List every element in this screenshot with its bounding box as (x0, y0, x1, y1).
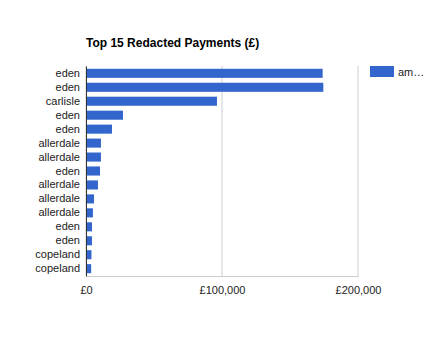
y-tick-label: eden (56, 109, 80, 121)
y-tick: eden (56, 220, 86, 232)
y-tick: allerdale (38, 137, 86, 149)
y-tick-label: allerdale (38, 137, 80, 149)
x-axis: £0 £100,000 £200,000 (80, 276, 381, 296)
y-axis: edenedencarlisleedenedenallerdaleallerda… (35, 67, 86, 277)
x-tick-label: £0 (80, 284, 92, 296)
y-tick-label: eden (56, 123, 80, 135)
y-tick-label: allerdale (38, 151, 80, 163)
grid-line (86, 66, 87, 276)
legend-label: am… (398, 66, 424, 78)
x-tick: £200,000 (336, 276, 382, 296)
y-tick: carlisle (46, 95, 86, 107)
y-tick: allerdale (38, 151, 86, 163)
y-tick: eden (56, 123, 86, 135)
x-tick: £0 (80, 276, 92, 296)
bar (86, 194, 94, 203)
title: Top 15 Redacted Payments (£) (86, 36, 259, 50)
bars (86, 69, 323, 273)
bar (86, 111, 123, 120)
x-tick-label: £200,000 (336, 284, 382, 296)
y-tick: eden (56, 165, 86, 177)
y-tick: copeland (35, 262, 86, 274)
y-tick: eden (56, 67, 86, 79)
y-tick-label: copeland (35, 248, 80, 260)
bar (86, 139, 101, 148)
grid-line (222, 66, 223, 276)
bar (86, 166, 100, 175)
y-tick: allerdale (38, 206, 86, 218)
y-tick: allerdale (38, 178, 86, 190)
y-tick: copeland (35, 248, 86, 260)
bar (86, 69, 323, 78)
bar (86, 83, 323, 92)
y-tick-label: eden (56, 67, 80, 79)
y-tick: eden (56, 109, 86, 121)
y-axis-line (86, 67, 87, 277)
bar (86, 208, 93, 217)
bar (86, 153, 101, 162)
y-tick-label: eden (56, 165, 80, 177)
y-tick-label: allerdale (38, 206, 80, 218)
y-tick-label: eden (56, 220, 80, 232)
x-axis-line (87, 276, 359, 277)
bar (86, 125, 112, 134)
chart: Top 15 Redacted Payments (£) £0 £100,000 £2… (0, 0, 442, 342)
bar (86, 97, 217, 106)
y-tick-label: eden (56, 234, 80, 246)
grid-line (358, 66, 359, 276)
y-tick-label: allerdale (38, 192, 80, 204)
x-tick: £100,000 (200, 276, 246, 296)
plot: £0 £100,000 £200,000 eden eden carlisle eden ed… (35, 66, 381, 296)
y-tick: eden (56, 81, 86, 93)
grid (86, 66, 358, 276)
x-tick-label: £100,000 (200, 284, 246, 296)
y-tick: allerdale (38, 192, 86, 204)
y-tick-label: copeland (35, 262, 80, 274)
y-tick-label: eden (56, 81, 80, 93)
bar (86, 180, 98, 189)
y-tick-label: allerdale (38, 178, 80, 190)
legend: am… (370, 66, 424, 78)
y-tick: eden (56, 234, 86, 246)
y-tick-label: carlisle (46, 95, 80, 107)
legend-swatch (370, 66, 394, 77)
